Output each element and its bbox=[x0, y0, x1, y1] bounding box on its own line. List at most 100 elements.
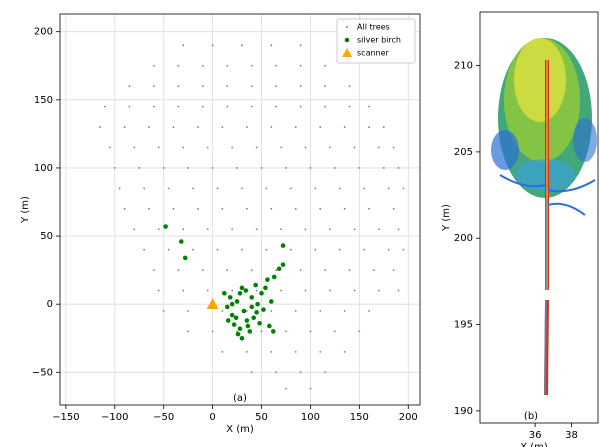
tree-point bbox=[250, 105, 253, 108]
tree-point bbox=[319, 350, 322, 353]
tree-point bbox=[319, 310, 322, 312]
birch-point bbox=[254, 310, 259, 315]
legend-marker bbox=[342, 48, 352, 57]
birch-point bbox=[261, 307, 266, 312]
tree-point bbox=[221, 126, 224, 128]
tree-point bbox=[368, 105, 371, 108]
tree-point bbox=[338, 248, 341, 251]
tree-point bbox=[265, 248, 268, 251]
tree-point bbox=[260, 330, 263, 333]
y-tick-label: 0 bbox=[47, 299, 53, 310]
tree-point bbox=[309, 387, 312, 390]
tree-point bbox=[382, 167, 385, 169]
tree-point bbox=[133, 228, 136, 231]
tree-point bbox=[402, 248, 405, 251]
tree-point bbox=[333, 167, 336, 169]
tree-point bbox=[187, 167, 190, 169]
tree-point bbox=[314, 187, 317, 190]
tree-point bbox=[285, 167, 287, 169]
birch-point bbox=[255, 301, 260, 307]
y-tick-label: 205 bbox=[454, 147, 473, 158]
birch-point bbox=[271, 274, 277, 280]
tree-point bbox=[99, 126, 102, 128]
panel: 36 38 190 195 200 205 210 bbox=[454, 61, 578, 441]
birch-point bbox=[234, 299, 240, 304]
y-tick-label: 150 bbox=[34, 95, 53, 106]
tree-point bbox=[304, 146, 307, 149]
x-tick-label: 100 bbox=[301, 412, 320, 423]
tree-point bbox=[236, 167, 238, 169]
legend-box bbox=[336, 18, 416, 64]
tree-point bbox=[304, 228, 307, 231]
tree-point bbox=[226, 64, 229, 67]
tree-point bbox=[221, 207, 224, 210]
tree-point bbox=[358, 167, 361, 169]
tree-point bbox=[373, 269, 375, 272]
y-tick-label: 100 bbox=[34, 163, 53, 174]
y-tick-label: 200 bbox=[34, 27, 53, 38]
tree-point bbox=[329, 228, 331, 231]
tree-point bbox=[299, 64, 302, 67]
tree-point bbox=[157, 289, 160, 292]
tree-point bbox=[333, 330, 336, 333]
tree-point bbox=[397, 167, 400, 169]
tree-point bbox=[324, 105, 327, 108]
tree-point bbox=[265, 187, 268, 190]
y-axis-label: Y (m) bbox=[441, 204, 452, 232]
tree-point bbox=[368, 207, 371, 210]
birch-point bbox=[163, 224, 168, 229]
tree-point bbox=[353, 146, 356, 149]
birch-point bbox=[259, 290, 264, 296]
tree-point bbox=[250, 85, 253, 88]
tree-point bbox=[211, 330, 214, 333]
y-tick-label: 195 bbox=[454, 320, 473, 331]
tree-point bbox=[275, 269, 278, 272]
tree-point bbox=[241, 44, 243, 47]
birch-point bbox=[231, 322, 237, 327]
birch-point bbox=[243, 288, 249, 293]
tree-point bbox=[177, 105, 180, 108]
tree-point bbox=[270, 44, 273, 47]
birch-point bbox=[280, 262, 286, 267]
y-tick-label: 200 bbox=[454, 233, 473, 244]
tree-point bbox=[197, 126, 199, 128]
tree-point bbox=[324, 85, 327, 88]
tree-point bbox=[353, 289, 356, 292]
tree-point bbox=[221, 350, 224, 353]
tree-point bbox=[270, 126, 273, 128]
tree-point bbox=[382, 126, 385, 128]
tree-point bbox=[192, 187, 194, 190]
x-tick-label: 150 bbox=[350, 412, 369, 423]
birch-point bbox=[251, 315, 256, 321]
tree-point bbox=[255, 228, 258, 231]
tree-point bbox=[275, 105, 278, 108]
tree-point bbox=[280, 228, 282, 231]
tree-point bbox=[329, 289, 331, 292]
tree-point bbox=[167, 248, 170, 251]
tree-point bbox=[299, 269, 302, 272]
birch-point bbox=[280, 243, 286, 248]
y-tick-label: 50 bbox=[40, 231, 53, 242]
tree-point bbox=[143, 248, 146, 251]
tree-point bbox=[402, 187, 405, 190]
birch-point bbox=[237, 290, 243, 296]
tree-point bbox=[153, 64, 155, 67]
tree-point bbox=[387, 187, 390, 190]
plot-frame bbox=[59, 13, 421, 406]
tree-point bbox=[167, 187, 170, 190]
tree-point bbox=[241, 248, 243, 251]
birch-point bbox=[182, 255, 188, 261]
tree-point bbox=[231, 289, 234, 292]
tree-point bbox=[113, 167, 116, 169]
tree-point bbox=[343, 350, 346, 353]
tree-point bbox=[128, 85, 131, 88]
tree-point bbox=[275, 371, 278, 374]
x-tick-label: 38 bbox=[565, 430, 578, 441]
tree-point bbox=[104, 105, 106, 108]
tree-point bbox=[226, 85, 229, 88]
panel: −150 −100 −50 0 50 100 150 200 −50 0 50 100 150 200 bbox=[32, 14, 420, 423]
birch-point bbox=[249, 295, 255, 300]
tree-point bbox=[338, 187, 341, 190]
tree-point bbox=[226, 269, 229, 272]
birch-point bbox=[224, 304, 230, 310]
